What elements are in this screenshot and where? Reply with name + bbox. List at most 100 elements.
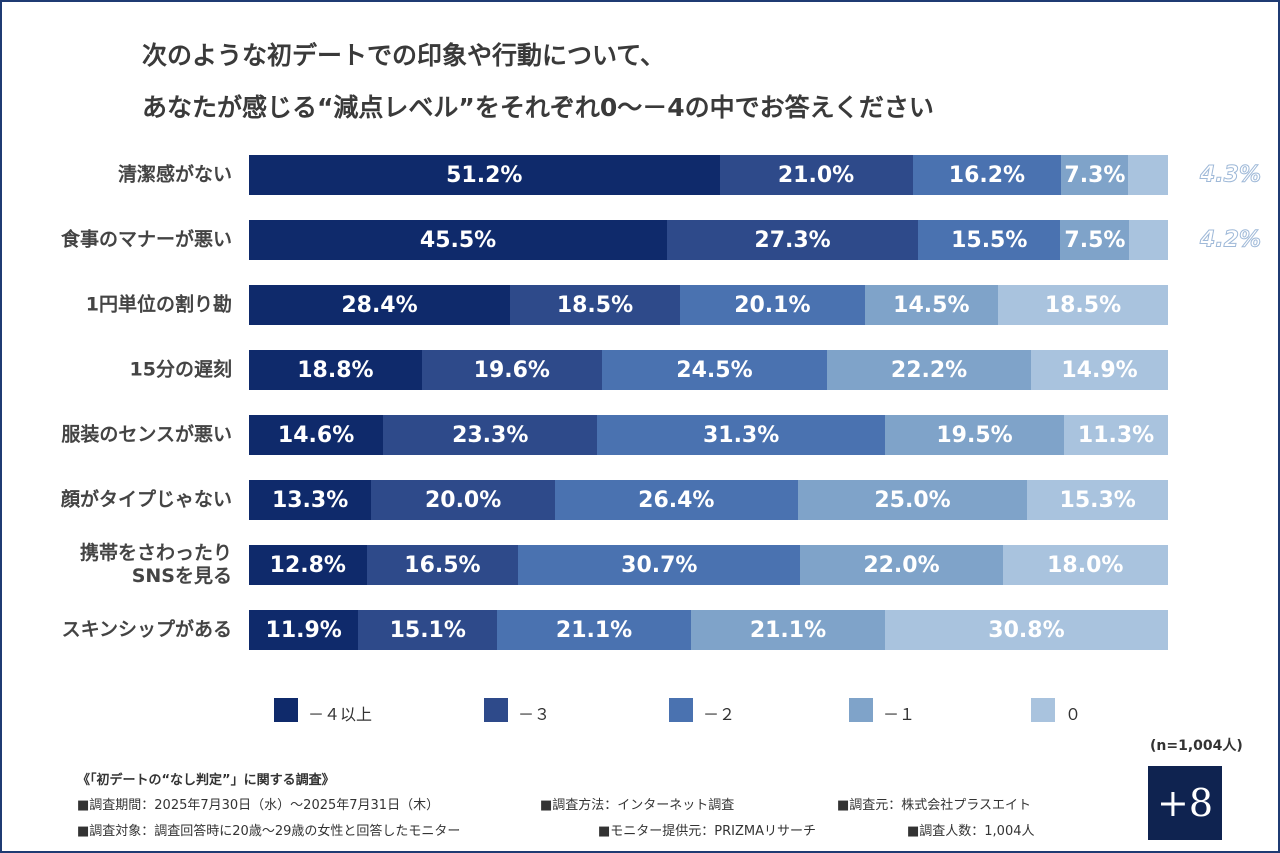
- category-label: 清潔感がない: [117, 163, 232, 186]
- legend-swatch: [1031, 698, 1055, 722]
- bar-segment: 15.1%: [358, 610, 498, 650]
- category-label: 1円単位の割り勘: [85, 293, 232, 316]
- value-label: 7.5%: [1064, 227, 1126, 253]
- bar-segment: 15.3%: [1027, 480, 1168, 520]
- bar-segment: 51.2%: [249, 155, 720, 195]
- bar-segment: 19.6%: [421, 350, 602, 390]
- footer-item: ■調査人数：1,004人: [907, 824, 1035, 839]
- value-label: 20.1%: [734, 292, 811, 318]
- value-label: 14.5%: [893, 292, 970, 318]
- bar-segment: 19.5%: [884, 415, 1065, 455]
- bar-segment: 21.1%: [691, 610, 885, 650]
- title-line: あなたが感じる“減点レベル”をそれぞれ0〜－4の中でお答えください: [142, 93, 934, 122]
- value-label: 15.3%: [1059, 487, 1136, 513]
- bar-segment: 18.0%: [1002, 545, 1168, 585]
- bar-segment: 11.9%: [249, 610, 359, 650]
- bar-segment: 7.3%: [1061, 155, 1129, 195]
- category-label: 携帯をさわったり SNSを見る: [79, 542, 232, 587]
- legend-label: －２: [703, 705, 736, 724]
- value-label: 19.6%: [473, 357, 550, 383]
- bar-segment: 26.4%: [555, 480, 798, 520]
- value-label: 12.8%: [269, 552, 346, 578]
- value-label: 18.0%: [1047, 552, 1124, 578]
- value-label: 21.0%: [777, 162, 855, 188]
- value-label: 11.3%: [1077, 422, 1155, 448]
- legend-label: ０: [1065, 705, 1082, 724]
- value-label: 24.5%: [676, 357, 753, 383]
- value-label: 18.5%: [1044, 292, 1122, 318]
- category-label: 15分の遅刻: [129, 358, 232, 381]
- value-label: 13.3%: [271, 487, 349, 513]
- value-label: 16.2%: [948, 162, 1026, 188]
- bar-segment: 20.1%: [680, 285, 865, 325]
- value-label: 26.4%: [638, 487, 715, 513]
- footer-item: ■調査元：株式会社プラスエイト: [837, 798, 1032, 813]
- footer-item: ■調査対象：調査回答時に20歳〜29歳の女性と回答したモニター: [77, 824, 461, 839]
- value-label: 14.9%: [1061, 357, 1138, 383]
- value-label: 11.9%: [265, 617, 342, 643]
- value-label: 15.1%: [389, 617, 466, 643]
- value-label: 23.3%: [452, 422, 529, 448]
- footer-item: ■調査期間：2025年7月30日（水）〜2025年7月31日（木）: [77, 798, 440, 813]
- bar-segment: 30.7%: [518, 545, 801, 585]
- category-label: スキンシップがある: [61, 618, 232, 641]
- bar-segment: 25.0%: [797, 480, 1028, 520]
- category-label: 顔がタイプじゃない: [60, 488, 232, 511]
- value-label: 15.5%: [951, 227, 1028, 253]
- legend-swatch: [274, 698, 298, 722]
- legend-label: －４以上: [308, 705, 373, 724]
- legend-swatch: [849, 698, 873, 722]
- category-label: 食事のマナーが悪い: [60, 228, 232, 251]
- bar-segment: 13.3%: [249, 480, 372, 520]
- legend-swatch: [484, 698, 508, 722]
- bar-segment: [1128, 155, 1168, 195]
- value-label: 18.8%: [297, 357, 374, 383]
- value-label: 51.2%: [446, 162, 523, 188]
- value-label: 19.5%: [936, 422, 1013, 448]
- value-label: 20.0%: [424, 487, 502, 513]
- value-label: 31.3%: [702, 422, 780, 448]
- legend-swatch: [669, 698, 693, 722]
- value-label: 22.2%: [890, 357, 968, 383]
- bar-segment: 45.5%: [249, 220, 668, 260]
- legend-label: －１: [883, 705, 916, 724]
- value-label: 45.5%: [419, 227, 497, 253]
- bar-segment: 18.5%: [997, 285, 1168, 325]
- bar-segment: 12.8%: [249, 545, 367, 585]
- bar-segment: 24.5%: [601, 350, 828, 390]
- value-label: 16.5%: [404, 552, 481, 578]
- value-label: 28.4%: [341, 292, 418, 318]
- bar-segment: 18.5%: [509, 285, 680, 325]
- bar-segment: 23.3%: [383, 415, 598, 455]
- value-label-outside: 4.3%: [1199, 162, 1262, 188]
- value-label: 30.8%: [988, 617, 1065, 643]
- bar-segment: 15.5%: [918, 220, 1061, 260]
- bar-segment: 18.8%: [249, 350, 422, 390]
- footer-item: ■調査方法：インターネット調査: [540, 798, 735, 813]
- bar-segment: 30.8%: [884, 610, 1168, 650]
- value-label-outside: 4.2%: [1199, 227, 1262, 253]
- bar-segment: 22.2%: [827, 350, 1032, 390]
- footer-item: ■モニター提供元：PRIZMAリサーチ: [598, 824, 817, 839]
- category-label: 服装のセンスが悪い: [61, 423, 232, 446]
- bar-segment: 27.3%: [667, 220, 919, 260]
- value-label: 21.1%: [749, 617, 827, 643]
- value-label: 22.0%: [863, 552, 940, 578]
- bar-segment: [1129, 220, 1168, 260]
- bar-segment: 11.3%: [1064, 415, 1168, 455]
- bar-segment: 7.5%: [1060, 220, 1130, 260]
- value-label: 21.1%: [555, 617, 633, 643]
- footer-title: 《「初デートの“なし判定”」に関する調査》: [77, 773, 335, 788]
- bar-segment: 14.5%: [864, 285, 998, 325]
- value-label: 14.6%: [277, 422, 355, 448]
- value-label: 7.3%: [1064, 162, 1126, 188]
- value-label: 25.0%: [874, 487, 951, 513]
- bar-segment: 14.9%: [1031, 350, 1168, 390]
- legend-label: －３: [518, 705, 551, 724]
- value-label: 27.3%: [754, 227, 831, 253]
- bar-segment: 16.5%: [366, 545, 519, 585]
- value-label: 30.7%: [621, 552, 698, 578]
- bar-segment: 31.3%: [597, 415, 885, 455]
- value-label: 18.5%: [556, 292, 634, 318]
